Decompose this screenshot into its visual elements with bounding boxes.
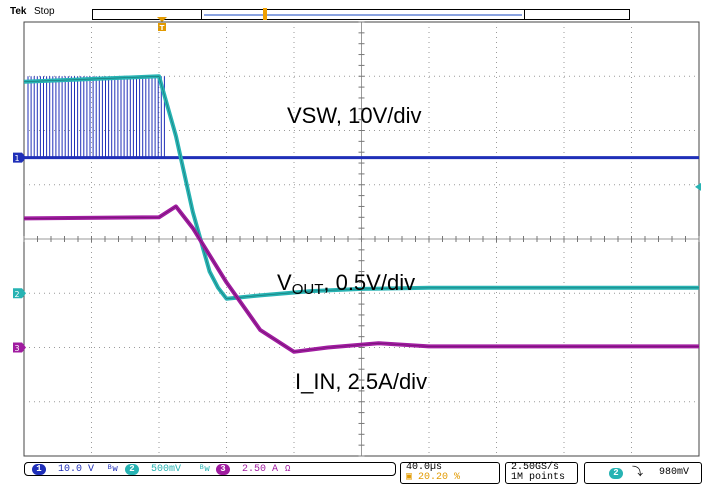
vout-label-main: V — [277, 270, 292, 295]
ch2-trace-core — [23, 75, 699, 300]
ch1-badge[interactable]: 1 — [32, 464, 46, 475]
ch2-ground-marker[interactable]: 2 — [13, 288, 26, 299]
bandwidth-limit-icon: ᴮw — [199, 464, 210, 474]
timebase-value: 40.0µs — [406, 462, 443, 473]
channel-markers: 1 2 3 — [13, 152, 701, 354]
trigger-level: 980mV — [659, 467, 690, 478]
vout-label: VOUT, 0.5V/div — [277, 270, 415, 298]
ch2-badge[interactable]: 2 — [125, 464, 139, 475]
traces — [23, 74, 699, 354]
ch2-marker-label: 2 — [14, 290, 19, 299]
status-bar: 1 10.0 V ᴮw 2 500mV ᴮw 3 2.50 A Ω 40.0µs… — [0, 460, 707, 485]
ch2-trace — [23, 74, 699, 301]
ch3-scale[interactable]: 2.50 A — [242, 464, 279, 475]
timebase-box[interactable]: 40.0µs ▣ 20.20 % — [400, 462, 500, 484]
falling-edge-icon: ⤵ — [632, 467, 643, 479]
ch1-switching-burst — [27, 76, 165, 158]
trigger-position-icon[interactable]: T — [157, 17, 167, 31]
ch3-marker-label: 3 — [14, 344, 19, 353]
vout-label-sub: OUT — [291, 281, 324, 298]
ch1-ground-marker[interactable]: 1 — [13, 152, 26, 164]
trigger-box[interactable]: 2 ⤵ 980mV — [584, 462, 702, 484]
trigger-position-marker-top[interactable] — [263, 8, 267, 20]
ch3-ground-marker[interactable]: 3 — [13, 342, 26, 354]
ch1-marker-label: 1 — [14, 154, 19, 163]
trigger-source-badge: 2 — [609, 468, 623, 479]
top-bar: Tek Stop T — [0, 0, 707, 31]
ch1-scale[interactable]: 10.0 V — [58, 464, 95, 475]
brand-label: Tek — [10, 6, 27, 17]
record-length: 1M points — [511, 472, 566, 483]
iin-label: I_IN, 2.5A/div — [295, 369, 428, 394]
record-view-window[interactable] — [201, 9, 525, 20]
ch2-scale[interactable]: 500mV — [151, 464, 182, 475]
bandwidth-limit-icon: ᴮw — [107, 464, 118, 474]
trigger-icon: ▣ — [406, 472, 413, 483]
ch3-badge[interactable]: 3 — [216, 464, 230, 475]
ohm-icon: Ω — [285, 464, 291, 474]
ch3-trace-core — [23, 205, 699, 353]
acquisition-box[interactable]: 2.50GS/s 1M points — [505, 462, 578, 484]
channel-settings-box[interactable] — [24, 462, 396, 476]
svg-text:T: T — [160, 24, 165, 31]
trigger-position-value: 20.20 % — [418, 472, 461, 483]
sample-rate: 2.50GS/s — [511, 462, 560, 473]
vsw-label: VSW, 10V/div — [287, 103, 422, 128]
vout-label-rest: , 0.5V/div — [323, 270, 416, 295]
trigger-position-readout: ▣ 20.20 % — [406, 473, 494, 483]
ch3-trace — [23, 204, 699, 354]
acquisition-status: Stop — [34, 6, 55, 17]
trigger-level-marker[interactable] — [695, 182, 701, 191]
